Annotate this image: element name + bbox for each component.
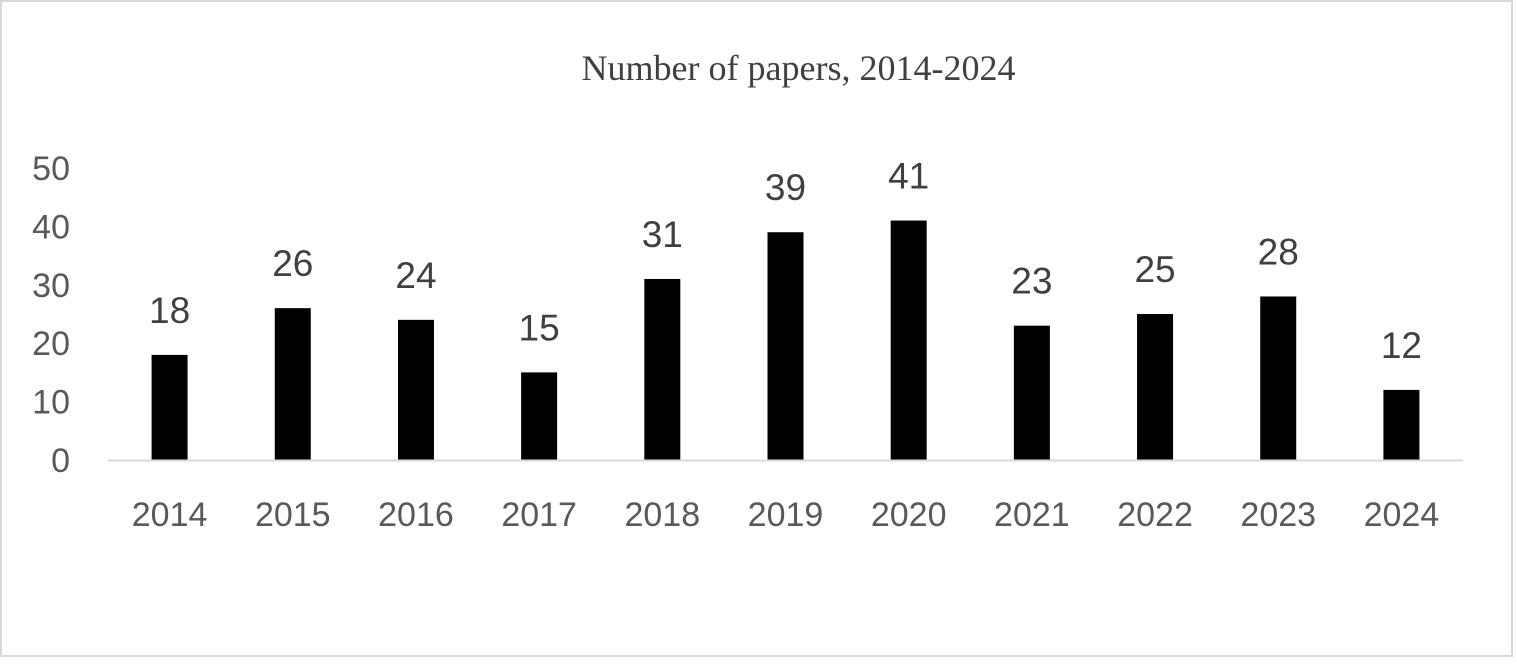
bar [1137,314,1174,460]
bar-value-label: 39 [765,167,806,208]
bar-value-label: 12 [1381,325,1422,366]
data-labels: 18 26 24 15 31 39 41 23 25 28 12 [149,156,1422,366]
y-tick-label: 40 [32,208,70,246]
bar [644,278,681,460]
bar-value-label: 25 [1134,249,1175,290]
bar [1260,296,1297,460]
bar-value-label: 24 [395,255,436,296]
x-tick-label: 2018 [624,496,700,534]
x-tick-label: 2020 [871,496,947,534]
bar [274,308,311,460]
x-tick-label: 2016 [378,496,454,534]
bar [767,232,804,460]
bar [521,372,558,460]
x-axis-ticks: 2014 2015 2016 2017 2018 2019 2020 2021 2022 2023… [132,496,1439,534]
bar [1013,325,1050,460]
bar-value-label: 15 [519,307,560,348]
y-axis-ticks: 0 10 20 30 40 50 [32,150,70,480]
bar-value-label: 23 [1011,261,1052,302]
bar-value-label: 28 [1258,231,1299,272]
bars [151,220,1420,460]
bar-value-label: 26 [272,243,313,284]
x-tick-label: 2015 [255,496,331,534]
bar-value-label: 31 [642,214,683,255]
y-tick-label: 50 [32,150,70,188]
x-tick-label: 2017 [501,496,577,534]
bar-value-label: 18 [149,290,190,331]
bar [890,220,927,460]
chart-title: Number of papers, 2014-2024 [581,48,1016,88]
y-tick-label: 30 [32,267,70,305]
x-tick-label: 2019 [748,496,824,534]
bar-value-label: 41 [888,156,929,197]
x-tick-label: 2023 [1240,496,1316,534]
y-tick-label: 0 [51,442,70,480]
x-tick-label: 2021 [994,496,1070,534]
y-tick-label: 10 [32,384,70,422]
x-tick-label: 2024 [1364,496,1440,534]
x-tick-label: 2014 [132,496,208,534]
y-tick-label: 20 [32,325,70,363]
bar [151,354,188,460]
bar [397,319,434,460]
bar [1383,389,1420,460]
x-tick-label: 2022 [1117,496,1193,534]
